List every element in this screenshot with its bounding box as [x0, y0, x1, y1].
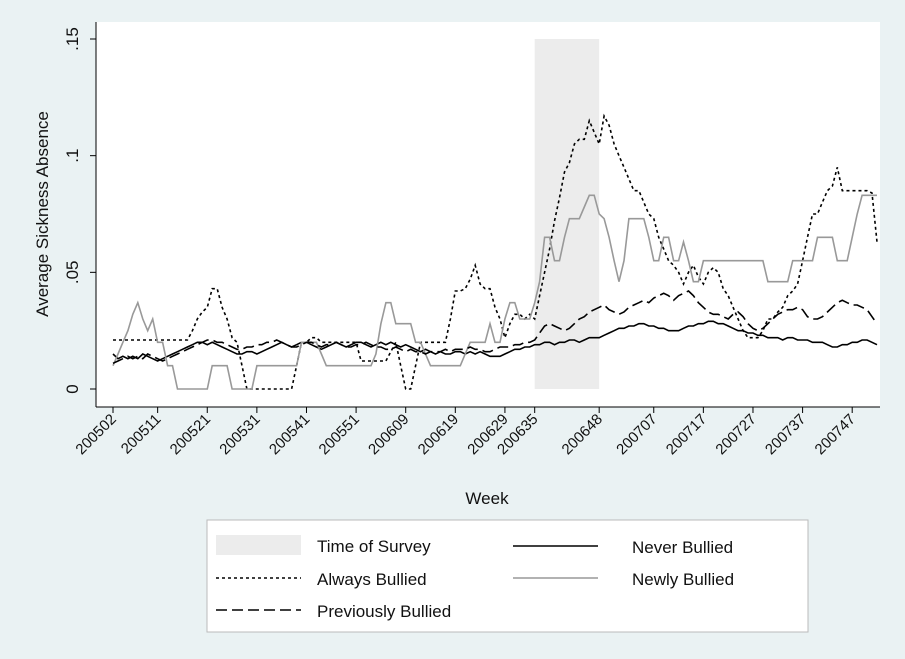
- survey-shade: [534, 39, 600, 389]
- y-tick-label: 0: [63, 384, 82, 393]
- series-line: [112, 290, 878, 365]
- plot-area: [96, 22, 880, 407]
- legend-label: Previously Bullied: [317, 602, 451, 621]
- x-tick-label: 200541: [266, 411, 313, 458]
- x-tick-label: 200717: [663, 411, 710, 458]
- x-tick-label: 200707: [613, 411, 660, 458]
- legend-label: Time of Survey: [317, 537, 431, 556]
- series-line: [112, 194, 877, 390]
- x-tick-label: 200737: [762, 411, 809, 458]
- y-tick-label: .05: [63, 261, 82, 285]
- legend-label: Never Bullied: [632, 538, 733, 557]
- y-tick-label: .15: [63, 27, 82, 51]
- x-tick-label: 200502: [72, 411, 119, 458]
- x-tick-label: 200727: [712, 411, 759, 458]
- x-tick-label: 200648: [559, 411, 606, 458]
- y-tick-label: .1: [63, 149, 82, 163]
- series-line: [113, 113, 878, 390]
- x-tick-label: 200531: [216, 411, 263, 458]
- x-axis-title: Week: [465, 489, 509, 508]
- x-tick-label: 200619: [415, 411, 462, 458]
- x-tick-label: 200551: [315, 411, 362, 458]
- y-axis-title: Average Sickness Absence: [33, 111, 52, 317]
- legend: [206, 519, 809, 633]
- legend-swatch: [216, 535, 301, 555]
- legend-label: Always Bullied: [317, 570, 427, 589]
- series-line: [112, 320, 878, 362]
- x-tick-label: 200609: [365, 411, 412, 458]
- legend-label: Newly Bullied: [632, 570, 734, 589]
- x-tick-label: 200747: [812, 411, 859, 458]
- x-tick-label: 200521: [167, 411, 214, 458]
- x-tick-label: 200511: [118, 411, 165, 458]
